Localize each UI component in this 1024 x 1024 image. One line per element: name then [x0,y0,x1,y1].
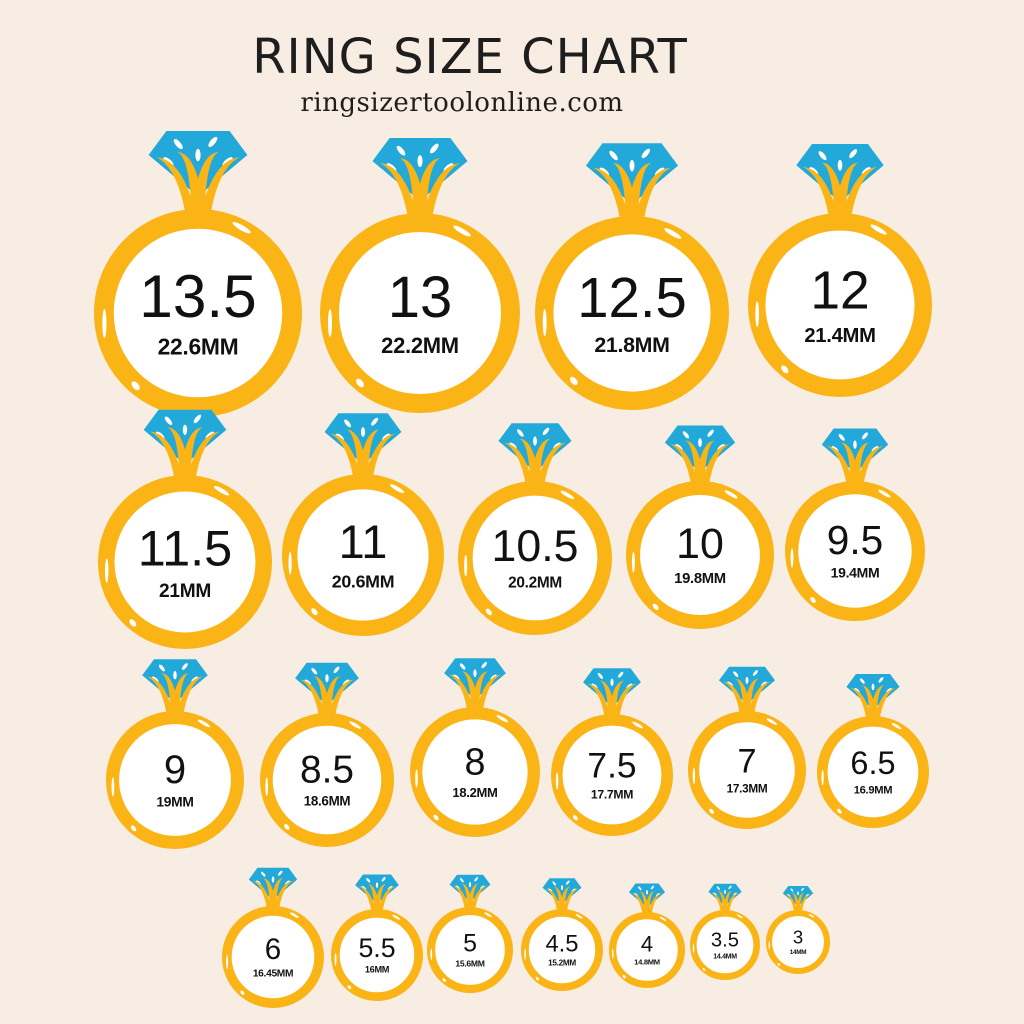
diamond-ring-icon [372,138,468,218]
ring-size-label: 3.5 [711,929,739,951]
diamond-ring-icon [718,666,776,714]
diamond-ring-icon [583,668,641,718]
ring-size-label: 12.5 [577,266,686,329]
diamond-ring-icon [324,413,402,479]
ring-diameter-label: 14.8MM [634,958,660,967]
diamond-ring-icon [782,886,814,912]
ring-diameter-label: 20.6MM [332,571,395,591]
diamond-ring-icon [444,658,506,711]
ring-diameter-label: 16.45MM [253,968,293,979]
diamond-ring-icon [708,883,742,912]
ring-diameter-label: 16.9MM [854,784,893,796]
diamond-ring-icon [498,423,572,485]
ring-size-item: 10 19.8MM [626,425,775,630]
ring-size-item: 13 22.2MM [320,138,520,413]
ring-diameter-label: 20.2MM [508,574,562,591]
ring-size-label: 7 [737,742,756,780]
ring-diameter-label: 21MM [159,581,211,602]
ring-size-label: 4.5 [545,931,578,958]
ring-size-item: 11 20.6MM [282,413,445,637]
diamond-ring-icon [142,659,208,715]
ring-size-label: 8.5 [300,749,354,792]
page-title: RING SIZE CHART [252,29,688,85]
ring-diameter-label: 15.2MM [548,959,576,968]
ring-size-item: 6 16.45MM [222,867,324,1008]
ring-diameter-label: 14.4MM [713,953,737,960]
ring-size-item: 5.5 16MM [330,874,423,1001]
diamond-ring-icon [295,662,359,717]
diamond-ring-icon [585,143,679,221]
website-label: ringsizertoolonline.com [300,88,624,118]
diamond-ring-icon [821,428,889,485]
ring-size-item: 13.5 22.6MM [93,131,303,418]
ring-diameter-label: 19.4MM [831,565,880,581]
ring-size-label: 11 [339,515,388,568]
ring-size-label: 5.5 [358,933,395,963]
ring-size-label: 7.5 [587,746,636,785]
ring-size-label: 13.5 [139,262,256,330]
ring-size-label: 5 [463,930,477,958]
ring-size-item: 12 21.4MM [747,144,932,397]
ring-diameter-label: 19.8MM [674,571,726,587]
ring-size-item: 7 17.3MM [687,666,806,829]
ring-size-label: 6.5 [850,745,895,781]
ring-size-item: 3.5 14.4MM [690,883,761,981]
ring-size-label: 13 [388,265,453,330]
ring-size-label: 4 [641,932,653,957]
ring-size-item: 4.515.2MM [521,878,604,992]
ring-diameter-label: 17.7MM [591,787,633,801]
ring-diameter-label: 19MM [156,794,193,809]
ring-diameter-label: 22.6MM [158,334,239,360]
ring-size-label: 9 [164,748,186,792]
diamond-ring-icon [148,131,248,215]
ring-diameter-label: 16MM [365,965,390,975]
ring-size-item: 12.5 21.8MM [534,143,729,411]
ring-diameter-label: 18.6MM [304,794,351,809]
diamond-ring-icon [449,874,491,910]
ring-size-item: 8.5 18.6MM [259,662,394,847]
ring-diameter-label: 15.6MM [455,958,484,968]
diamond-ring-icon [846,674,900,719]
ring-size-label: 6 [265,933,281,966]
diamond-ring-icon [248,867,298,909]
diamond-ring-icon [664,425,736,485]
ring-size-label: 3 [793,926,803,947]
ring-size-label: 10 [676,520,724,568]
diamond-ring-icon [796,144,884,218]
ring-size-item: 8 18.2MM [409,658,540,837]
ring-diameter-label: 21.8MM [594,333,669,357]
ring-size-item: 7.5 17.7MM [550,668,673,836]
ring-size-item: 414.8MM [608,883,685,988]
diamond-ring-icon [628,883,666,914]
ring-size-item: 3 14MM [765,886,830,974]
ring-size-label: 12 [810,262,869,321]
diamond-ring-icon [143,409,227,480]
ring-diameter-label: 22.2MM [381,333,459,358]
ring-size-label: 11.5 [138,519,232,576]
ring-size-label: 9.5 [827,517,883,563]
ring-diameter-label: 14MM [790,949,807,956]
ring-diameter-label: 17.3MM [727,782,768,796]
ring-size-item: 10.5 20.2MM [458,423,612,635]
ring-size-item: 6.5 16.9MM [817,674,930,829]
ring-size-label: 8 [465,741,486,783]
ring-diameter-label: 18.2MM [452,785,497,800]
ring-size-item: 515.6MM [426,874,513,994]
diamond-ring-icon [355,874,399,912]
ring-size-item: 11.5 21MM [97,409,273,650]
ring-size-item: 9 19MM [106,659,244,849]
ring-diameter-label: 21.4MM [804,325,875,347]
ring-size-label: 10.5 [492,522,579,571]
ring-size-item: 9.5 19.4MM [785,428,926,621]
diamond-ring-icon [542,878,582,912]
